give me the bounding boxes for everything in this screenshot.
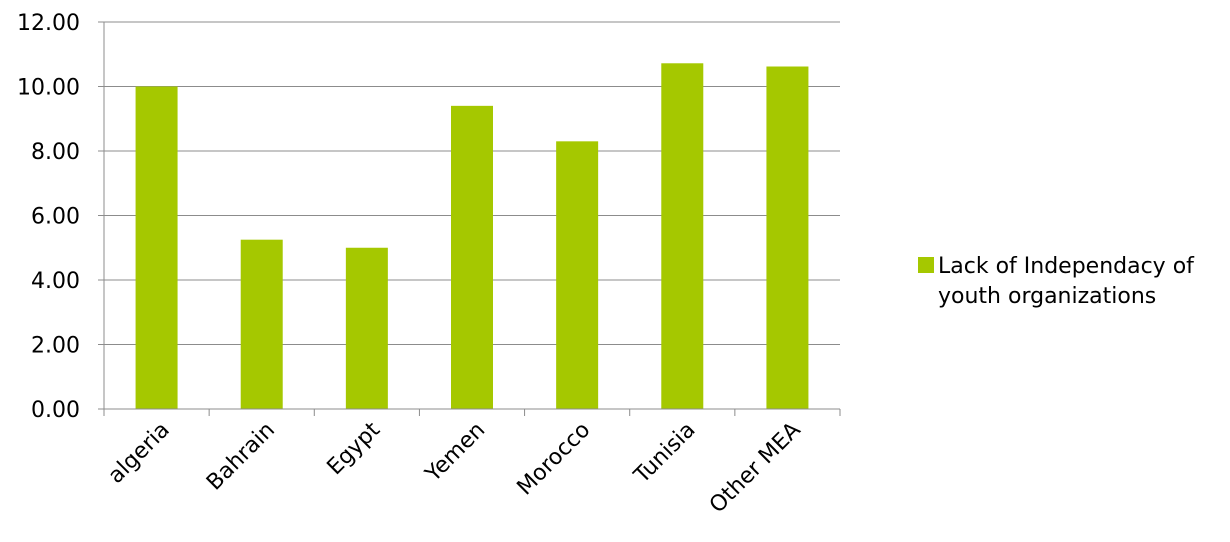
y-tick-label: 10.00 <box>17 76 80 101</box>
bar-yemen <box>451 105 493 409</box>
y-tick-label: 8.00 <box>31 140 80 165</box>
bar-egypt <box>345 247 388 409</box>
x-category-label: Morocco <box>513 418 596 501</box>
y-tick-label: 6.00 <box>31 205 80 230</box>
legend: Lack of Independacy of youth organizatio… <box>918 252 1230 312</box>
x-category-label: Egypt <box>323 417 386 480</box>
x-category-label: Yemen <box>420 418 490 488</box>
bar-bahrain <box>240 239 283 409</box>
bar-morocco <box>556 141 599 409</box>
x-axis-category-labels: algeria Bahrain Egypt Yemen Morocco Tunisia Ot… <box>104 417 806 518</box>
y-tick-label: 0.00 <box>31 398 80 423</box>
bar-other-mea <box>766 66 809 409</box>
axes <box>103 22 841 416</box>
x-category-label: Tunisia <box>629 418 701 490</box>
bar-tunisia <box>661 63 704 409</box>
bar-algeria <box>135 86 178 409</box>
x-category-label: algeria <box>104 418 175 489</box>
y-tick-label: 2.00 <box>31 334 80 359</box>
y-tick-label: 12.00 <box>17 11 80 36</box>
bars <box>135 63 809 409</box>
legend-label: Lack of Independacy of youth organizatio… <box>938 254 1194 309</box>
y-tick-label: 4.00 <box>31 269 80 294</box>
y-axis-tick-labels: 0.00 2.00 4.00 6.00 8.00 10.00 12.00 <box>17 11 80 423</box>
x-category-label: Other MEA <box>705 418 806 519</box>
legend-swatch <box>918 257 934 273</box>
x-category-label: Bahrain <box>202 418 280 496</box>
